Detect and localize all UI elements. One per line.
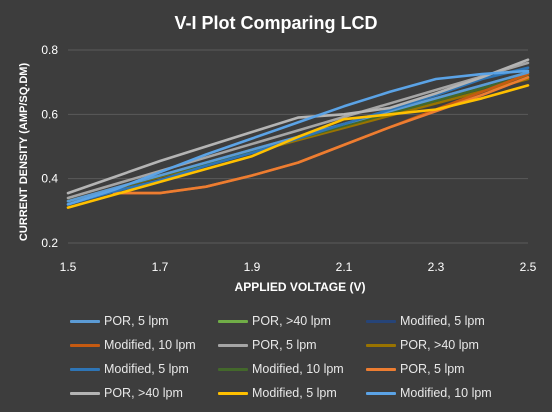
y-axis-label: CURRENT DENSITY (AMP/SQ.DM): [18, 63, 30, 242]
gridlines: [68, 49, 528, 244]
legend-swatch: [70, 367, 100, 371]
series-line-10: [66, 84, 530, 209]
legend-item: Modified, 5 lpm: [70, 360, 218, 378]
y-tick-label: 0.8: [41, 43, 58, 57]
legend-item: Modified, 10 lpm: [70, 336, 218, 354]
legend-label: POR, 5 lpm: [400, 362, 465, 376]
legend-item: POR, 5 lpm: [366, 360, 514, 378]
legend-swatch: [366, 319, 396, 323]
plot-area: [66, 58, 530, 209]
x-tick-label: 1.5: [60, 260, 77, 274]
chart-title: V-I Plot Comparing LCD: [174, 13, 377, 33]
legend-item: Modified, 5 lpm: [218, 384, 366, 402]
legend-item: POR, >40 lpm: [70, 384, 218, 402]
x-tick-label: 1.7: [152, 260, 169, 274]
legend-label: POR, >40 lpm: [400, 338, 479, 352]
legend-swatch: [70, 343, 100, 347]
legend-label: Modified, 5 lpm: [104, 362, 189, 376]
legend-swatch: [218, 367, 248, 371]
chart-legend: POR, 5 lpm POR, >40 lpm Modified, 5 lpm Mod…: [70, 312, 540, 402]
y-tick-label: 0.4: [41, 172, 58, 186]
legend-label: Modified, 10 lpm: [104, 338, 196, 352]
legend-item: POR, 5 lpm: [70, 312, 218, 330]
x-tick-label: 2.1: [336, 260, 353, 274]
legend-item: Modified, 5 lpm: [366, 312, 514, 330]
legend-swatch: [218, 319, 248, 323]
legend-swatch: [366, 367, 396, 371]
legend-label: POR, 5 lpm: [252, 338, 317, 352]
legend-label: POR, >40 lpm: [252, 314, 331, 328]
y-tick-label: 0.2: [41, 236, 58, 250]
y-tick-label: 0.6: [41, 107, 58, 121]
legend-swatch: [366, 343, 396, 347]
legend-item: Modified, 10 lpm: [218, 360, 366, 378]
legend-label: POR, >40 lpm: [104, 386, 183, 400]
series-line-4: [66, 61, 530, 200]
legend-item: POR, >40 lpm: [218, 312, 366, 330]
legend-item: POR, 5 lpm: [218, 336, 366, 354]
legend-swatch: [70, 319, 100, 323]
legend-label: Modified, 10 lpm: [252, 362, 344, 376]
legend-item: Modified, 10 lpm: [366, 384, 514, 402]
legend-swatch: [70, 391, 100, 395]
series-line-6: [66, 66, 530, 206]
x-tick-label: 2.3: [428, 260, 445, 274]
legend-swatch: [366, 391, 396, 395]
legend-label: POR, 5 lpm: [104, 314, 169, 328]
x-tick-label: 2.5: [520, 260, 537, 274]
x-tick-label: 1.9: [244, 260, 261, 274]
legend-item: POR, >40 lpm: [366, 336, 514, 354]
legend-swatch: [218, 343, 248, 347]
legend-label: Modified, 10 lpm: [400, 386, 492, 400]
axes: 0.2 0.4 0.6 0.8 1.5 1.7 1.9 2.1 2.3 2.5: [41, 43, 536, 274]
legend-label: Modified, 5 lpm: [400, 314, 485, 328]
legend-swatch: [218, 391, 248, 395]
legend-label: Modified, 5 lpm: [252, 386, 337, 400]
x-axis-label: APPLIED VOLTAGE (V): [235, 280, 366, 294]
series-line-11: [66, 69, 530, 206]
series-line-9: [66, 58, 530, 195]
